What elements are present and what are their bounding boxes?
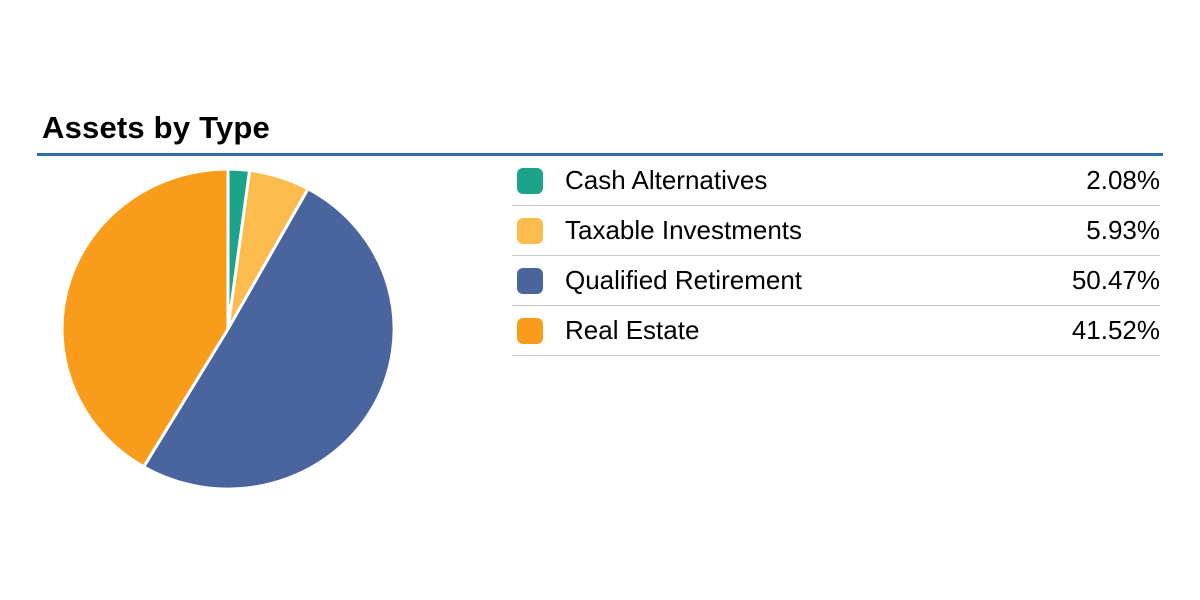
legend-value-real-estate: 41.52% [1071,315,1160,345]
legend-label-cash-alternatives: Cash Alternatives [565,165,768,195]
chart-title: Assets by Type [42,110,270,145]
legend-label-qualified-retirement: Qualified Retirement [565,265,802,295]
legend-row-taxable-investments: Taxable Investments 5.93% [512,206,1160,256]
pie-chart [60,167,396,491]
legend-value-taxable-investments: 5.93% [1086,215,1160,245]
legend-value-cash-alternatives: 2.08% [1086,165,1160,195]
legend-row-qualified-retirement: Qualified Retirement 50.47% [512,256,1160,306]
legend-label-taxable-investments: Taxable Investments [565,215,803,245]
legend-value-qualified-retirement: 50.47% [1071,265,1160,295]
pie-slice-qualified-retirement [142,187,396,491]
legend-table: Cash Alternatives 2.08% Taxable Investment… [512,156,1160,356]
legend-row-real-estate: Real Estate 41.52% [512,306,1160,356]
pie-slice-real-estate [60,167,230,469]
legend-label-real-estate: Real Estate [565,315,700,345]
qualified-retirement-swatch-icon [517,267,543,294]
taxable-investments-swatch-icon [517,217,543,244]
cash-alternatives-swatch-icon [517,167,543,194]
real-estate-swatch-icon [517,317,543,344]
legend-row-cash-alternatives: Cash Alternatives 2.08% [512,156,1160,206]
title-underline [37,153,1163,156]
